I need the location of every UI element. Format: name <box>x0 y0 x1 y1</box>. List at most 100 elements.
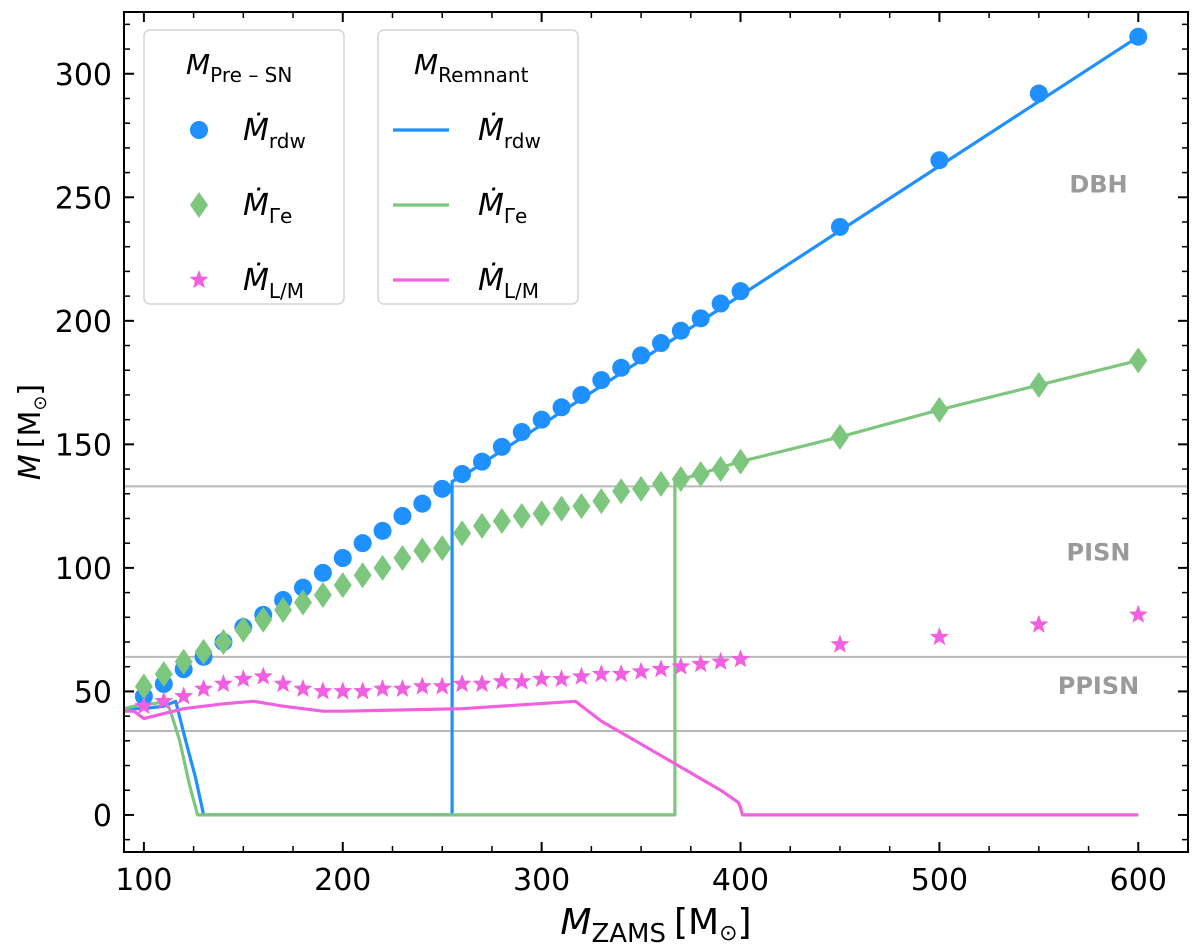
point-L_over_M-230 <box>392 678 412 697</box>
point-rdw-300 <box>532 410 551 429</box>
point-L_over_M-310 <box>552 669 571 688</box>
point-L_over_M-370 <box>671 656 691 675</box>
point-L_over_M-300 <box>532 669 552 688</box>
point-rdw-210 <box>353 534 372 553</box>
legend-label-rdw: Ṁrdw <box>243 112 306 153</box>
point-rdw-500 <box>930 151 949 170</box>
point-gamma_e-370 <box>671 465 690 492</box>
x-tick-label-300: 300 <box>513 863 570 898</box>
point-L_over_M-180 <box>293 678 313 697</box>
point-rdw-330 <box>592 371 611 390</box>
legend-pre-sn-frame <box>143 29 345 305</box>
point-rdw-320 <box>572 385 591 404</box>
point-L_over_M-400 <box>731 649 750 668</box>
point-gamma_e-240 <box>413 537 432 564</box>
legend-label-Γe: ṀΓe <box>478 187 527 228</box>
point-rdw-350 <box>632 346 651 365</box>
point-rdw-200 <box>333 549 352 567</box>
point-L_over_M-330 <box>591 664 611 683</box>
point-gamma_e-500 <box>930 396 949 423</box>
point-L_over_M-130 <box>194 678 214 697</box>
legend-remnant-frame <box>377 29 579 305</box>
point-rdw-600 <box>1129 27 1148 46</box>
point-gamma_e-320 <box>572 493 591 520</box>
point-L_over_M-500 <box>929 627 949 646</box>
point-gamma_e-270 <box>472 512 491 539</box>
point-L_over_M-200 <box>333 681 353 700</box>
point-gamma_e-310 <box>552 495 571 522</box>
point-rdw-370 <box>671 321 690 340</box>
point-gamma_e-220 <box>373 554 392 581</box>
point-rdw-400 <box>731 282 750 301</box>
legend-label-rdw: Ṁrdw <box>478 112 541 153</box>
point-L_over_M-350 <box>631 661 651 680</box>
point-rdw-230 <box>393 507 412 525</box>
point-rdw-390 <box>711 294 730 313</box>
point-L_over_M-110 <box>154 691 174 710</box>
point-L_over_M-140 <box>213 674 233 693</box>
axis-ticks: 100 200 300 400 500 600 0 50 100 150 200 250 300 <box>55 12 1188 898</box>
point-rdw-250 <box>433 479 452 498</box>
point-L_over_M-390 <box>711 651 731 670</box>
point-rdw-550 <box>1029 84 1048 103</box>
region-label-pisn: PISN <box>1067 538 1131 566</box>
point-gamma_e-140 <box>214 629 233 655</box>
point-L_over_M-380 <box>691 654 711 673</box>
x-tick-label-500: 500 <box>911 863 968 898</box>
point-gamma_e-120 <box>174 648 193 675</box>
legend-marker-star <box>189 270 209 289</box>
point-rdw-450 <box>830 217 849 236</box>
y-tick-label-0: 0 <box>93 799 112 834</box>
legend-marker-diamond <box>190 192 208 218</box>
point-L_over_M-260 <box>452 674 472 693</box>
point-gamma_e-110 <box>154 661 173 688</box>
point-gamma_e-400 <box>731 448 750 475</box>
y-tick-label-100: 100 <box>55 552 112 587</box>
legend-remnant: MRemnant Ṁrdw ṀΓe ṀL/M <box>377 29 579 305</box>
pre-sn-markers <box>134 27 1148 715</box>
point-gamma_e-390 <box>711 456 730 483</box>
point-L_over_M-250 <box>432 676 452 695</box>
point-rdw-340 <box>612 358 631 377</box>
point-gamma_e-290 <box>512 503 531 529</box>
legend-label-LM: ṀL/M <box>243 262 304 303</box>
point-rdw-380 <box>691 309 710 328</box>
x-tick-label-100: 100 <box>115 863 172 898</box>
region-labels: DBH PISN PPISN <box>1058 170 1139 700</box>
point-L_over_M-550 <box>1029 614 1049 633</box>
plot-frame <box>123 11 1189 853</box>
x-tick-label-200: 200 <box>314 863 371 898</box>
legend-pre-sn: MPre – SN Ṁrdw ṀΓe ṀL/M <box>143 29 345 305</box>
x-tick-label-600: 600 <box>1110 863 1167 898</box>
point-rdw-290 <box>512 423 531 441</box>
point-gamma_e-340 <box>612 478 631 505</box>
point-L_over_M-210 <box>353 681 373 700</box>
point-gamma_e-300 <box>532 500 551 527</box>
point-L_over_M-190 <box>313 681 333 700</box>
point-gamma_e-280 <box>492 507 511 534</box>
point-gamma_e-360 <box>651 470 670 497</box>
y-tick-label-50: 50 <box>74 675 112 710</box>
point-L_over_M-600 <box>1128 604 1148 623</box>
point-gamma_e-330 <box>592 488 611 515</box>
point-gamma_e-180 <box>293 589 312 616</box>
point-gamma_e-150 <box>234 616 253 643</box>
point-gamma_e-230 <box>393 545 412 571</box>
y-tick-label-250: 250 <box>55 181 112 216</box>
point-gamma_e-260 <box>453 520 472 547</box>
point-gamma_e-250 <box>433 535 452 562</box>
region-label-ppisn: PPISN <box>1058 672 1139 700</box>
point-L_over_M-240 <box>412 676 432 695</box>
point-rdw-220 <box>373 521 392 540</box>
legend-marker-circle <box>190 121 208 139</box>
point-L_over_M-450 <box>830 634 850 653</box>
point-gamma_e-600 <box>1129 347 1148 374</box>
legend-pre-sn-title: MPre – SN <box>186 48 292 87</box>
point-rdw-180 <box>293 578 312 597</box>
point-gamma_e-200 <box>333 572 352 599</box>
point-gamma_e-130 <box>194 638 213 665</box>
point-L_over_M-150 <box>233 669 253 688</box>
point-gamma_e-210 <box>353 562 372 589</box>
point-gamma_e-160 <box>254 606 273 633</box>
